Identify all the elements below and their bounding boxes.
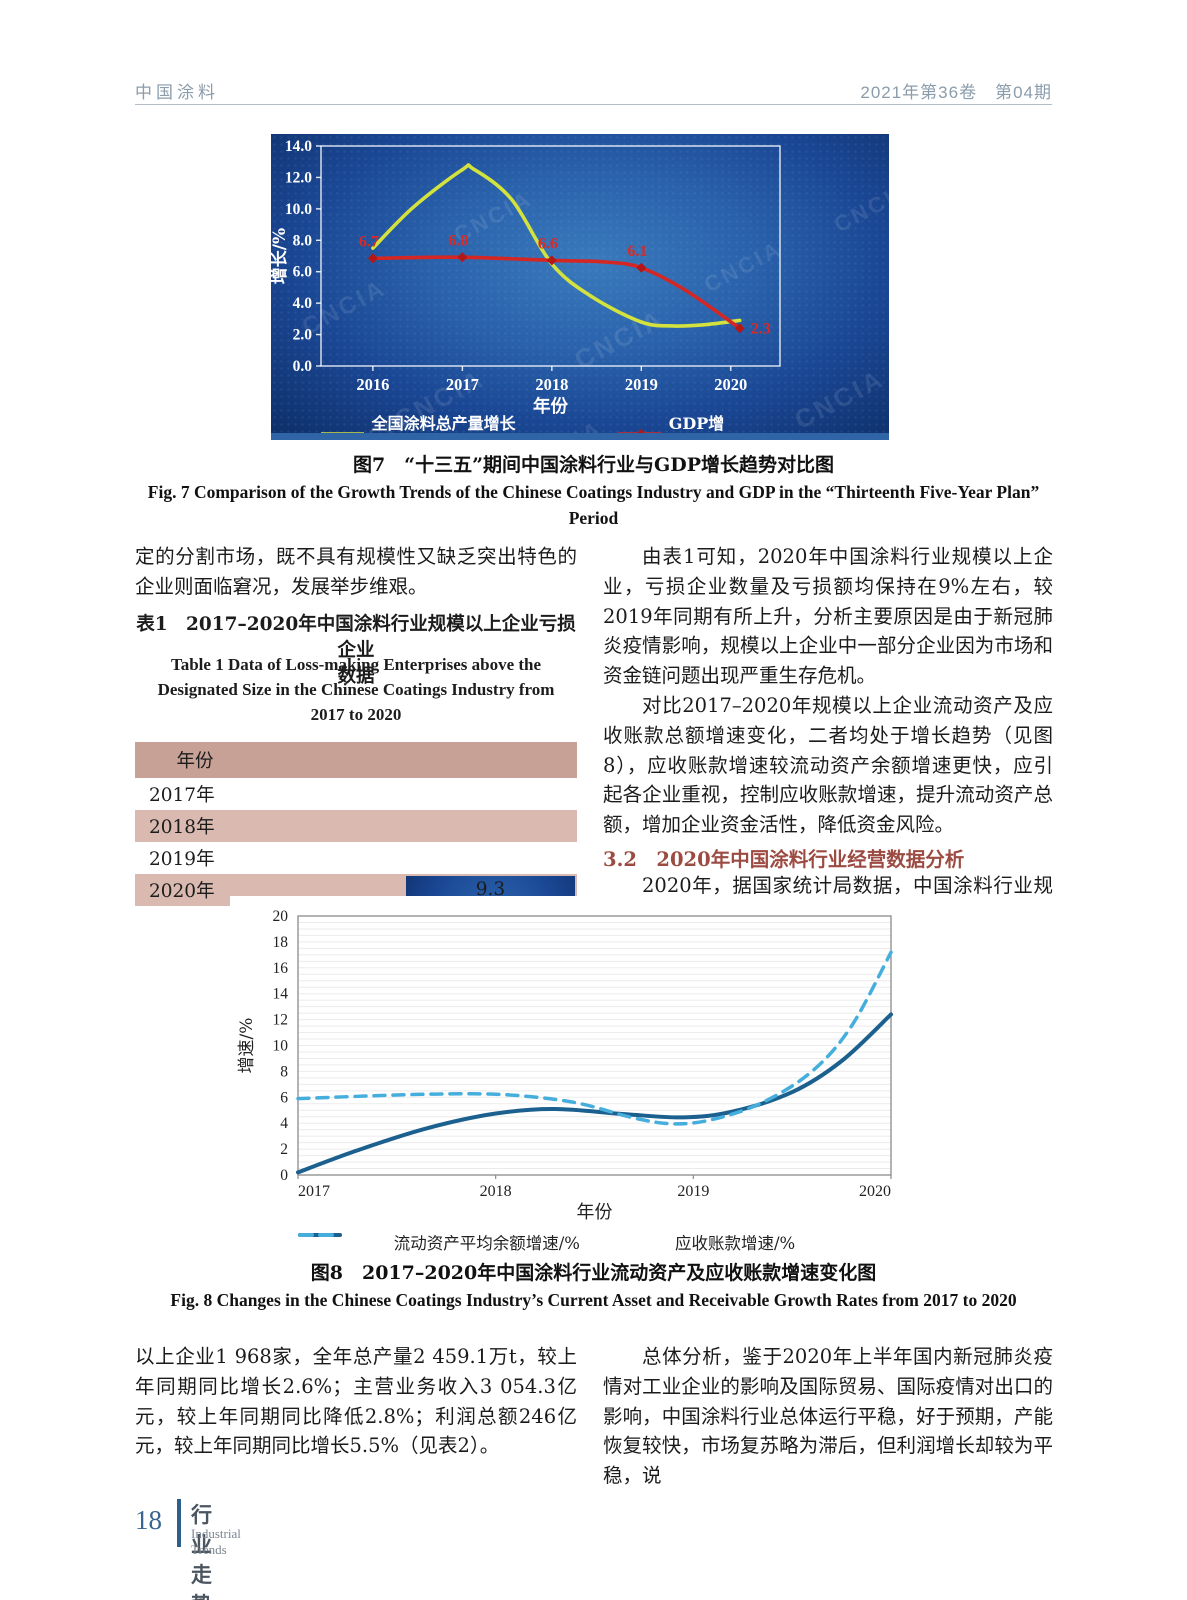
table1-caption-zh-line2: 数据 [337,666,375,687]
table1-caption-en-line1: Table 1 Data of Loss-making Enterprises … [170,655,542,674]
table1-cell: 2017年 [149,785,215,806]
left-paragraph-1: 定的分割市场，既不具有规模性又缺乏突出特色的企业则面临窘况，发展举步维艰。 [135,545,577,598]
table1-caption-en-line2: Designated Size in the Chinese Coatings … [157,680,555,699]
fig8-ytick: 20 [273,908,289,925]
fig8-ytick: 14 [273,986,289,1003]
fig8-legend: 流动资产平均余额增速/% 应收账款增速/% [298,1230,891,1254]
fig7-xtick: 2017 [446,375,479,394]
issue-info: 2021年第36卷 第04期 [860,83,1052,102]
fig7-ytick: 14.0 [285,138,312,155]
fig8-ytick: 16 [273,960,289,977]
fig7-ytick: 6.0 [293,264,313,281]
table1-header-row: 年份亏损企业增长率/%亏损企业亏损额增长率/% [135,742,577,1192]
table1-cell: 2018年 [149,817,215,838]
table1-row: 2017年24.925.2 [135,778,577,1188]
fig8-plot: 0 2 4 6 8 10 12 14 16 18 20 增速/% 2017 2018 2019 2020 [237,908,893,1196]
fig7-caption-en-line1: Fig. 7 Comparison of the Growth Trends o… [147,482,1040,502]
fig8-ytick: 18 [273,934,289,951]
fig8-legend-label: 应收账款增速/% [675,1234,796,1253]
fig8-yaxis-title: 增速/% [237,1018,257,1074]
journal-name: 中国涂料 [135,83,219,102]
right-paragraph-1: 由表1可知，2020年中国涂料行业规模以上企业，亏损企业数量及亏损额均保持在9%… [603,545,1053,688]
fig7-ytick: 12.0 [285,169,312,186]
page-number: 18 [135,1505,162,1535]
fig7-bottom-band [271,433,889,440]
bottom-left-paragraph: 以上企业1 968家，全年总产量2 459.1万t，较上年同期同比增长2.6%；… [135,1345,577,1458]
fig8-ytick: 2 [280,1141,288,1158]
section-heading-3-2: 3.2 2020年中国涂料行业经营数据分析 [603,848,965,871]
fig7-ytick: 8.0 [293,232,313,249]
fig7-xtick: 2016 [356,375,389,394]
fig8-legend-item: 流动资产平均余额增速/% [298,1230,580,1254]
fig8-xaxis-title: 年份 [576,1202,613,1223]
fig8-xtick: 2020 [859,1183,891,1196]
fig7-data-label: 6.8 [448,232,468,249]
table1-caption-en: Table 1 Data of Loss-making Enterprises … [135,652,577,727]
fig7-caption-en-line2: Period [568,508,619,528]
fig8-xtick: 2018 [480,1183,512,1196]
fig8-chart: 0 2 4 6 8 10 12 14 16 18 20 增速/% 2017 2018 2019 2020 年份… [230,896,954,1254]
fig7-xaxis-title: 年份 [533,396,568,417]
fig7-caption-zh: 图7 “十三五”期间中国涂料行业与GDP增长趋势对比图 [352,454,835,476]
fig7-plot: 0.0 2.0 4.0 6.0 8.0 10.0 12.0 14.0 2016 2017 2018 2… [271,138,781,417]
footer-divider [177,1499,181,1547]
fig8-ytick: 4 [280,1115,288,1132]
header-rule [135,104,1052,105]
table1-caption-zh-line1: 表1 2017–2020年中国涂料行业规模以上企业亏损企业 [136,614,576,661]
table1-cell: 2020年 [149,881,215,902]
fig8-ytick: 0 [280,1167,288,1184]
fig7-xtick: 2020 [714,375,747,394]
fig8-ytick: 8 [280,1063,288,1080]
table1-row: 2019年1.7−21.3 [135,842,577,1188]
page-header: 中国涂料 2021年第36卷 第04期 [135,78,1052,104]
table1-caption-en-line3: 2017 to 2020 [310,705,402,724]
fig8-xtick: 2019 [677,1183,709,1196]
fig7-xtick: 2019 [625,375,658,394]
fig8-legend-label: 流动资产平均余额增速/% [393,1234,580,1253]
fig8-caption-zh: 图8 2017–2020年中国涂料行业流动资产及应收账款增速变化图 [310,1262,877,1284]
fig8-xtick: 2017 [298,1183,330,1196]
table1-header-cell: 年份 [176,751,214,772]
fig7-xtick: 2018 [535,375,568,394]
table1-cell: 2019年 [149,849,215,870]
fig7-data-label: 6.1 [627,243,647,260]
fig8-ytick: 6 [280,1089,288,1106]
fig7-caption-en: Fig. 7 Comparison of the Growth Trends o… [100,479,1087,531]
footer-section-zh: 行业走势 [191,1504,214,1600]
fig7-ytick: 2.0 [293,327,313,344]
fig7-ytick: 0.0 [293,358,313,375]
fig7-ytick: 10.0 [285,201,312,218]
table1: 年份亏损企业增长率/%亏损企业亏损额增长率/%2017年24.925.22018… [135,742,577,1192]
right-paragraph-2: 对比2017–2020年规模以上企业流动资产及应收账款总额增速变化，二者均处于增… [603,694,1053,837]
bottom-right-paragraph: 总体分析，鉴于2020年上半年国内新冠肺炎疫情对工业企业的影响及国际贸易、国际疫… [603,1345,1053,1488]
fig8-ytick: 10 [273,1038,289,1055]
fig7-data-label: 6.7 [359,233,379,250]
fig8-caption-en: Fig. 8 Changes in the Chinese Coatings I… [170,1290,1017,1310]
fig7-chart: CNCIA CNCIA CNCIA CNCIA CNCIA CNCIA CNCIA CNCIA… [271,134,889,440]
fig7-data-label: 6.6 [538,235,558,252]
table1-caption-zh: 表1 2017–2020年中国涂料行业规模以上企业亏损企业 数据 [135,612,577,690]
fig7-ytick: 4.0 [293,295,313,312]
fig7-data-label: 2.3 [751,320,771,337]
fig8-ytick: 12 [273,1012,289,1029]
fig7-yaxis-title: 增长/% [271,228,290,284]
footer-section-en: Industrial Trends [191,1526,241,1557]
fig8-legend-item: 应收账款增速/% [298,1230,796,1254]
fig8-legend-swatch [298,1233,342,1237]
table1-row: 2018年7.627.4 [135,810,577,1188]
